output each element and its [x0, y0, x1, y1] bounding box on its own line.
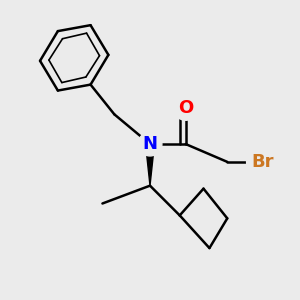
- Text: N: N: [142, 135, 158, 153]
- Circle shape: [138, 132, 162, 156]
- Circle shape: [247, 146, 279, 178]
- Text: Br: Br: [252, 153, 274, 171]
- Text: O: O: [178, 99, 193, 117]
- Circle shape: [174, 97, 198, 120]
- Polygon shape: [146, 144, 154, 186]
